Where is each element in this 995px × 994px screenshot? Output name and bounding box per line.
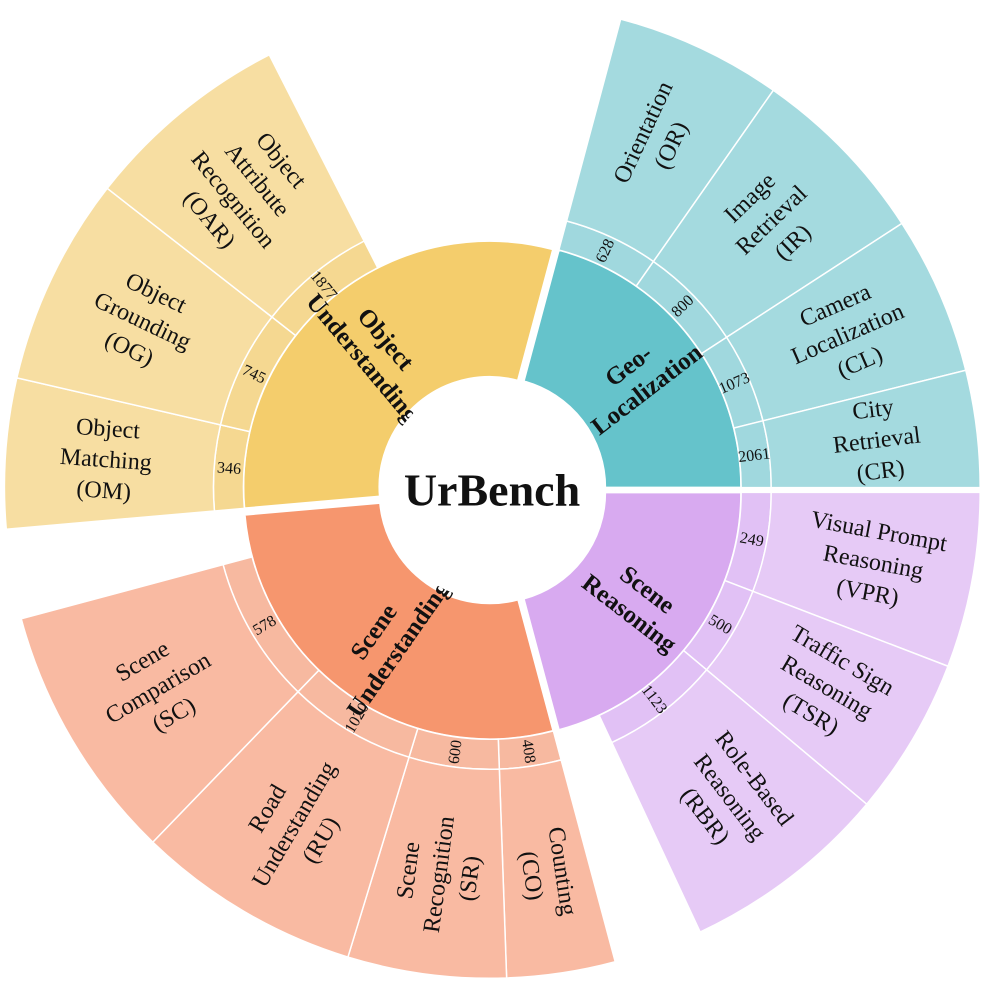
task-label-scene-recognition-sr-line: (SR) [454,854,486,902]
tasks-geo-localization [565,18,981,489]
counts-object-understanding [212,240,379,512]
count-label-city-retrieval-cr: 2061 [737,445,771,466]
tasks-object-understanding [3,53,366,531]
center-circle [382,380,602,600]
count-label-object-matching-om: 346 [217,459,242,478]
task-label-object-matching-om-line: Matching [59,444,153,476]
task-wedge-object-attribute-recognition-oar [106,53,366,319]
counts-scene-reasoning [598,491,772,744]
task-wedge-city-retrieval-cr [762,369,981,489]
count-label-counting-co: 408 [518,738,538,764]
task-label-city-retrieval-cr-line: City [851,395,895,426]
task-wedge-role-based-reasoning-rbr [610,668,868,933]
tasks-scene-understanding [20,563,617,980]
task-label-city-retrieval-cr-line: (CR) [855,456,906,488]
counts-scene-understanding [222,556,563,771]
task-label-object-matching-om-line: (OM) [76,476,132,506]
count-label-scene-recognition-sr: 600 [446,739,466,765]
task-label-object-matching-om-line: Object [75,414,141,444]
count-label-visual-prompt-reasoning-vpr: 249 [738,529,765,550]
tasks-scene-reasoning [610,491,981,933]
count-ring [212,220,772,771]
task-wedge-scene-comparison-sc [20,563,300,844]
center-title: UrBench [404,465,580,516]
task-ring [3,18,981,980]
